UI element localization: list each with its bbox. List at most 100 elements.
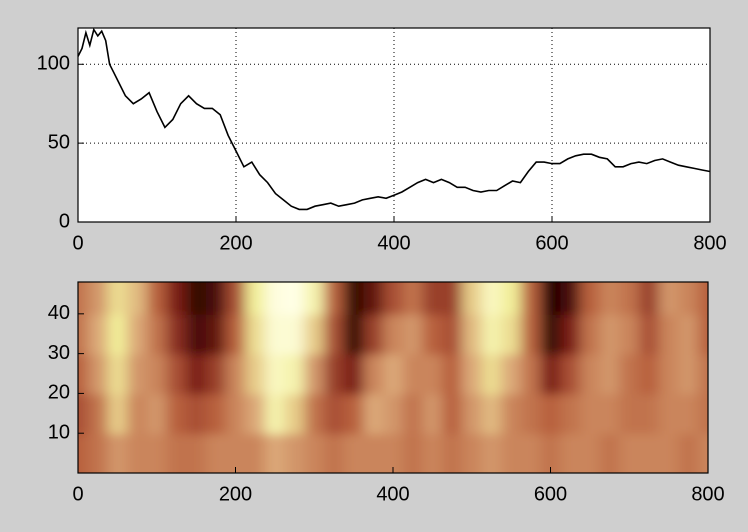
heatmap-cell [127,353,148,395]
heatmap-cell [146,282,168,315]
heatmap-cell [698,353,708,395]
heatmap-cell [205,433,227,473]
heatmap-cell [166,433,188,473]
heatmap-cell [186,433,207,473]
heatmap-cell [678,353,700,395]
heatmap-cell [639,282,660,315]
heatmap-cell [658,282,680,315]
heatmap-cell [383,393,404,435]
heatmap-cell [580,282,601,315]
heatmap-cell [265,353,286,395]
heatmap-cell [402,313,424,355]
heatmap-cell [186,313,207,355]
heatmap-cell [422,393,444,435]
heatmap-cell [520,433,542,473]
heatmap-cell [324,282,345,315]
heatmap-cell [658,353,680,395]
heatmap-cell [265,313,286,355]
x-tick-label: 400 [377,232,410,254]
heatmap-cell [540,313,562,355]
heatmap-cell [501,282,522,315]
heatmap-cell [304,393,326,435]
heatmap-cell [225,353,247,395]
heatmap-cell [284,393,306,435]
heatmap-cell [78,433,89,473]
heatmap-cell [78,353,89,395]
heatmap-cell [599,393,621,435]
heatmap-cell [520,313,542,355]
heatmap-cell [127,393,148,435]
heatmap-cell [225,393,247,435]
x-tick-label: 0 [72,232,83,254]
heatmap-cell [87,433,109,473]
heatmap-cell [580,313,601,355]
heatmap-cell [225,282,247,315]
heatmap-cell [146,393,168,435]
x-tick-label: 800 [693,232,726,254]
heatmap-cell [698,393,708,435]
heatmap-cell [619,282,641,315]
heatmap-cell [383,313,404,355]
y-tick-label: 40 [48,302,70,324]
heatmap-cell [461,282,483,315]
heatmap-cell [166,353,188,395]
heatmap-cell [540,353,562,395]
heatmap-cell [501,353,522,395]
heatmap-cell [146,433,168,473]
y-tick-label: 50 [48,131,70,153]
x-tick-label: 400 [376,483,409,505]
heatmap-cell [363,282,385,315]
heatmap-cell [245,313,267,355]
heatmap-cell [245,433,267,473]
heatmap-cell [540,282,562,315]
heatmap-cell [205,353,227,395]
heatmap-cell [481,393,503,435]
heatmap-cell [501,433,522,473]
heatmap-cell [619,313,641,355]
y-tick-label: 100 [37,53,70,75]
heatmap-cell [107,433,129,473]
heatmap-cell [422,282,444,315]
heatmap-cell [245,282,267,315]
heatmap-cell [127,313,148,355]
heatmap-cell [481,282,503,315]
heatmap-cell [107,393,129,435]
heatmap-cell [107,282,129,315]
heatmap-cell [442,433,463,473]
heatmap-cell [265,433,286,473]
x-tick-label: 600 [534,483,567,505]
heatmap-cell [639,313,660,355]
heatmap-cell [442,393,463,435]
heatmap-cell [186,353,207,395]
heatmap-cell [245,353,267,395]
heatmap-cell [205,313,227,355]
heatmap-cell [422,313,444,355]
heatmap-cell [363,433,385,473]
x-tick-label: 200 [219,232,252,254]
heatmap-cell [678,393,700,435]
heatmap-cell [639,433,660,473]
heatmap-cell [343,433,365,473]
heatmap-cell [698,282,708,315]
heatmap-cell [87,393,109,435]
heatmap-cell [599,313,621,355]
heatmap-cell [78,282,89,315]
heatmap-cell [107,313,129,355]
x-tick-label: 600 [535,232,568,254]
heatmap-blur [78,282,708,473]
heatmap-cell [560,282,582,315]
heatmap-cell [205,282,227,315]
heatmap-cell [658,433,680,473]
heatmap-cell [343,393,365,435]
heatmap-cell [461,433,483,473]
y-tick-label: 30 [48,342,70,364]
heatmap-cell [678,433,700,473]
heatmap-cell [658,313,680,355]
heatmap-cell [442,313,463,355]
heatmap-cell [107,353,129,395]
heatmap-cell [383,282,404,315]
heatmap-cell [324,433,345,473]
heatmap-cell [166,313,188,355]
heatmap-cell [324,393,345,435]
heatmap-cell [580,353,601,395]
